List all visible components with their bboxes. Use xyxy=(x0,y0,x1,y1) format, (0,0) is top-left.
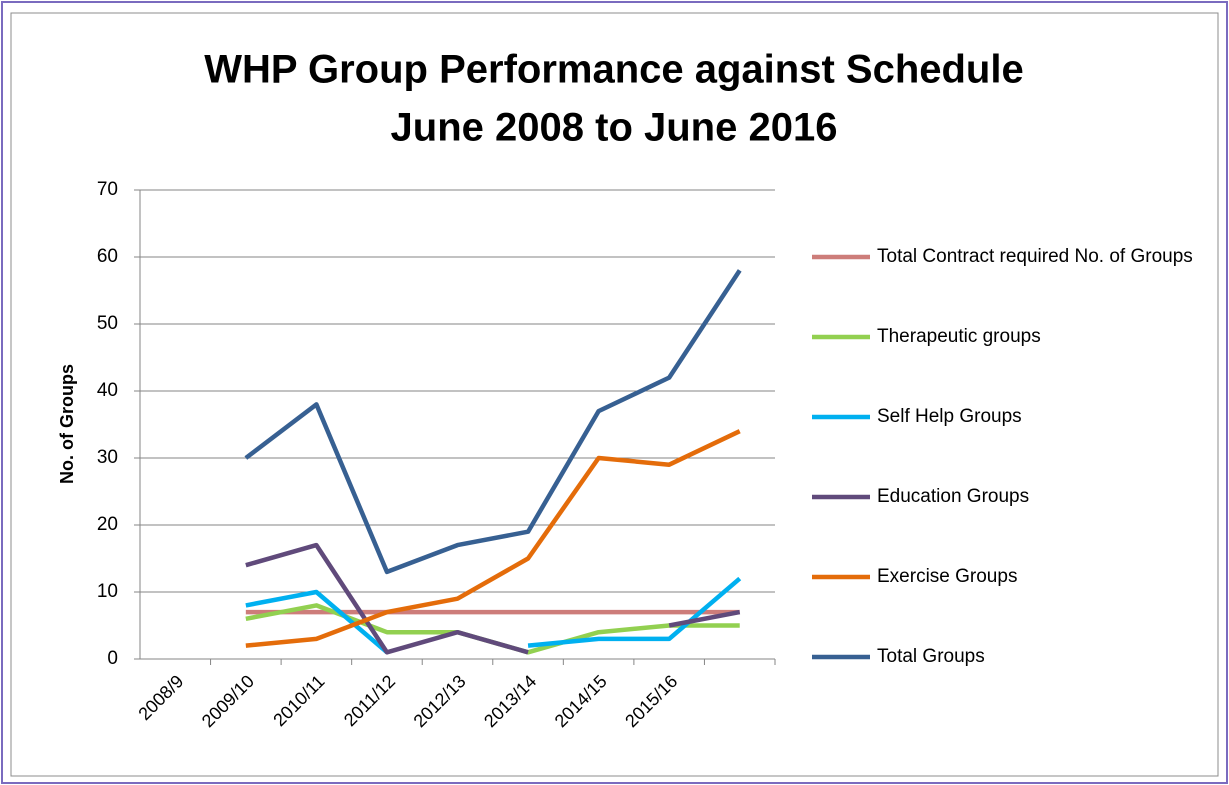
series-line xyxy=(244,269,742,575)
y-tick-label: 70 xyxy=(97,179,118,200)
y-tick-label: 20 xyxy=(97,514,118,535)
legend-label: Total Contract required No. of Groups xyxy=(877,246,1193,267)
y-axis-label: No. of Groups xyxy=(57,364,77,484)
y-tick-label: 10 xyxy=(97,581,118,602)
chart-title: WHP Group Performance against Schedule xyxy=(204,48,1023,92)
series-line xyxy=(245,576,742,655)
legend-label: Exercise Groups xyxy=(877,566,1018,587)
chart-frame xyxy=(10,12,1219,777)
legend-label: Self Help Groups xyxy=(877,406,1022,427)
legend-label: Total Groups xyxy=(877,646,985,667)
y-tick-label: 0 xyxy=(107,648,118,669)
chart-title: June 2008 to June 2016 xyxy=(391,106,838,150)
series-line xyxy=(245,542,741,655)
series-line xyxy=(245,429,741,648)
legend-label: Education Groups xyxy=(877,486,1030,507)
y-tick-label: 40 xyxy=(97,380,118,401)
y-tick-label: 60 xyxy=(97,246,118,267)
y-tick-label: 30 xyxy=(97,447,118,468)
y-tick-label: 50 xyxy=(97,313,118,334)
legend-label: Therapeutic groups xyxy=(877,326,1041,347)
